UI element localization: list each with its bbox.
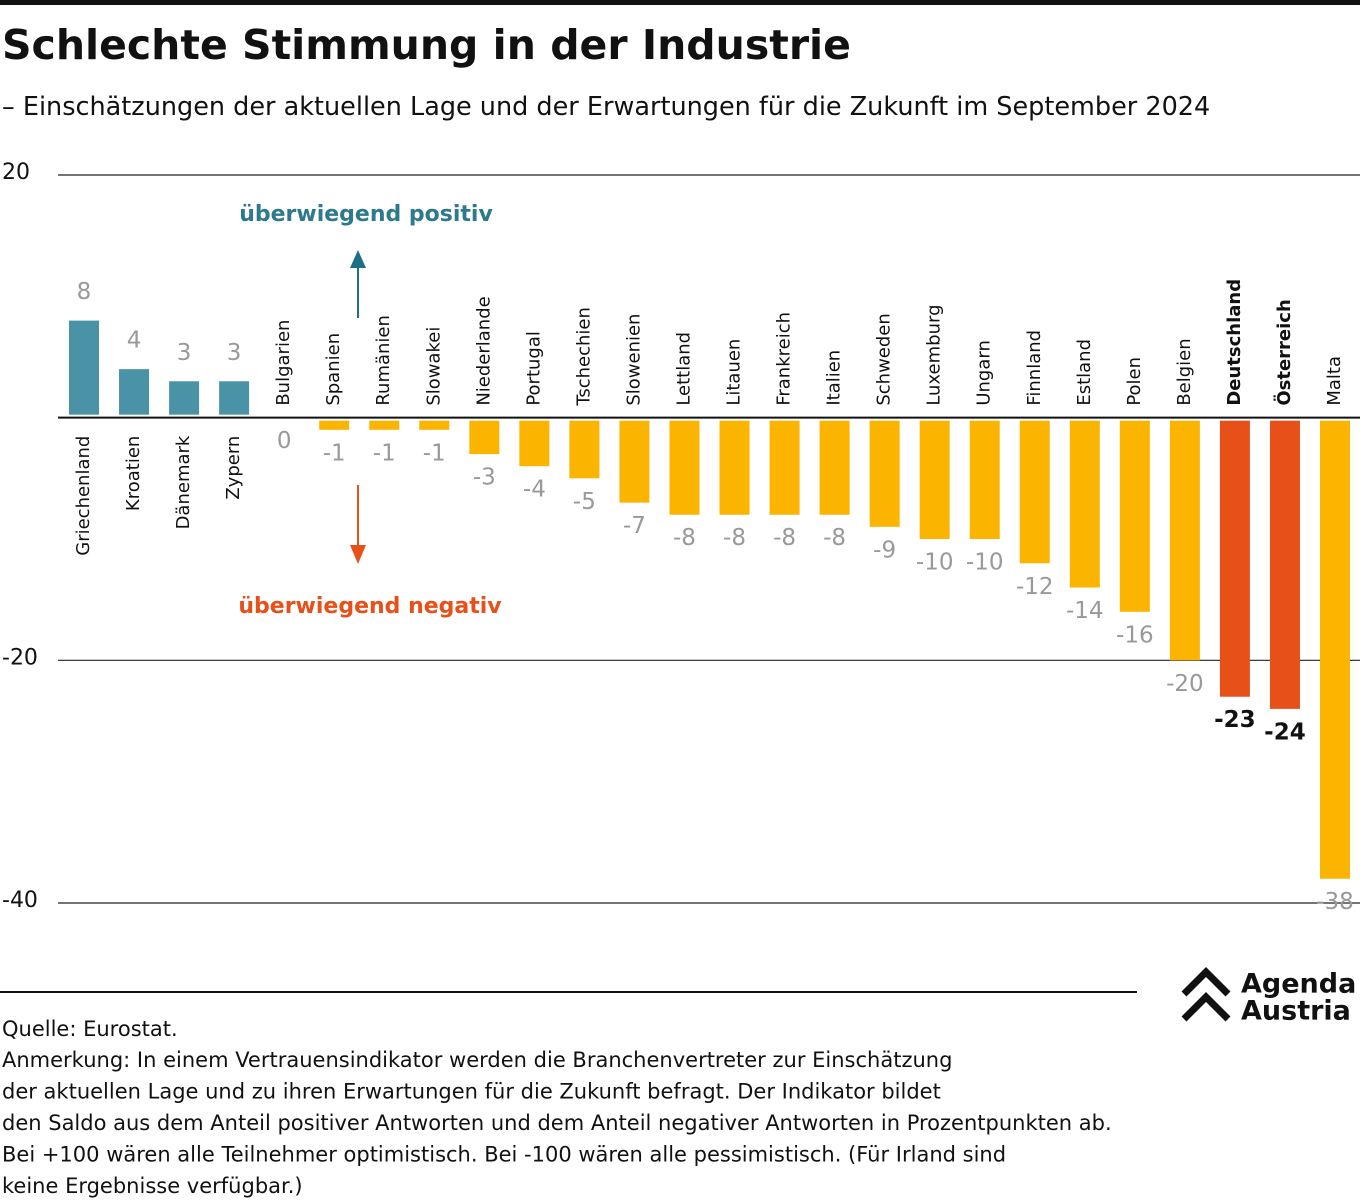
- value-label: -9: [873, 537, 896, 563]
- x-tick-label: Ungarn: [974, 340, 995, 406]
- value-label: -3: [473, 465, 496, 491]
- bar: [1320, 420, 1350, 879]
- value-label: -8: [673, 525, 696, 551]
- value-label: -5: [573, 489, 596, 515]
- value-label: -4: [523, 477, 546, 503]
- logo-chevron: [1181, 992, 1231, 1022]
- x-tick-label: Slowenien: [623, 314, 644, 406]
- bar: [469, 420, 500, 455]
- note-line: Bei +100 wären alle Teilnehmer optimisti…: [2, 1143, 1006, 1167]
- bar: [1269, 420, 1300, 709]
- note-line: keine Ergebnisse verfügbar.): [2, 1174, 303, 1198]
- note-line: Anmerkung: In einem Vertrauensindikator …: [2, 1048, 952, 1072]
- x-tick-label: Österreich: [1273, 299, 1295, 405]
- x-tick-label: Deutschland: [1224, 279, 1245, 406]
- value-label: -8: [723, 525, 746, 551]
- value-label: -16: [1116, 622, 1154, 648]
- bar: [319, 420, 350, 430]
- bar: [519, 420, 550, 467]
- x-tick-label: Dänemark: [173, 435, 194, 529]
- value-label: -38: [1316, 889, 1354, 915]
- value-label: 8: [77, 279, 92, 305]
- x-tick-label: Kroatien: [123, 436, 144, 511]
- x-tick-label: Malta: [1324, 356, 1345, 406]
- x-tick-label: Schweden: [874, 313, 895, 405]
- x-tick-label: Polen: [1124, 357, 1145, 406]
- top-rule: [0, 0, 1360, 5]
- x-tick-label: Spanien: [323, 333, 344, 406]
- value-label: -1: [373, 440, 396, 466]
- bar: [569, 420, 600, 479]
- x-tick-label: Belgien: [1174, 338, 1195, 405]
- bar: [619, 420, 650, 503]
- value-label: -24: [1264, 719, 1306, 745]
- value-label: 0: [277, 428, 292, 454]
- annotation-negative: überwiegend negativ: [238, 594, 502, 619]
- value-label: -20: [1166, 671, 1204, 697]
- note-line: der aktuellen Lage und zu ihren Erwartun…: [2, 1080, 941, 1104]
- bar: [119, 369, 150, 415]
- bar: [219, 381, 250, 415]
- bar: [969, 420, 1000, 539]
- bar: [1219, 420, 1250, 697]
- bar: [1019, 420, 1050, 564]
- value-label: -1: [323, 440, 346, 466]
- bar: [419, 420, 450, 430]
- x-tick-label: Portugal: [523, 331, 544, 406]
- x-tick-label: Lettland: [673, 332, 694, 406]
- bar: [919, 420, 950, 539]
- x-tick-label: Litauen: [724, 339, 745, 406]
- bar: [1119, 420, 1150, 612]
- x-tick-label: Bulgarien: [273, 320, 294, 406]
- x-tick-label: Frankreich: [774, 312, 795, 406]
- bar: [769, 420, 800, 515]
- x-tick-label: Finnland: [1024, 330, 1045, 406]
- y-tick-label: -40: [2, 888, 38, 913]
- value-label: -1: [423, 440, 446, 466]
- x-tick-label: Tschechien: [573, 307, 594, 407]
- x-tick-label: Italien: [824, 350, 845, 406]
- bar: [1169, 420, 1200, 661]
- x-tick-label: Griechenland: [73, 436, 94, 556]
- arrow-up-head: [350, 250, 366, 268]
- x-tick-label: Zypern: [223, 436, 244, 500]
- logo-text: Austria: [1241, 996, 1351, 1027]
- value-label: -10: [916, 550, 954, 576]
- logo-text: Agenda: [1241, 969, 1356, 1000]
- x-tick-label: Slowakei: [423, 327, 444, 406]
- bar: [1069, 420, 1100, 588]
- chart-subtitle: – Einschätzungen der aktuellen Lage und …: [2, 92, 1210, 122]
- value-label: 4: [127, 328, 142, 354]
- logo-chevron: [1181, 967, 1231, 997]
- value-label: -14: [1066, 598, 1104, 624]
- value-label: -8: [773, 525, 796, 551]
- x-tick-label: Estland: [1074, 339, 1095, 406]
- logo: Agenda Austria: [1181, 967, 1356, 1027]
- bar: [819, 420, 850, 515]
- value-label: -23: [1214, 707, 1256, 733]
- bar: [169, 381, 200, 415]
- arrow-down-head: [350, 545, 366, 564]
- value-label: -8: [823, 525, 846, 551]
- value-label: -7: [623, 513, 646, 539]
- x-tick-label: Luxemburg: [924, 304, 945, 405]
- bar: [869, 420, 900, 527]
- x-tick-label: Rumänien: [373, 315, 394, 406]
- value-label: 3: [227, 340, 242, 366]
- source: Quelle: Eurostat.: [2, 1017, 178, 1041]
- bar: [719, 420, 750, 515]
- bar: [669, 420, 700, 515]
- bar: [69, 320, 99, 415]
- value-label: -12: [1016, 574, 1054, 600]
- x-tick-label: Niederlande: [473, 296, 494, 405]
- bar: [369, 420, 400, 430]
- note-line: den Saldo aus dem Anteil positiver Antwo…: [2, 1111, 1112, 1135]
- annotation-positive: überwiegend positiv: [239, 202, 493, 227]
- chart-title: Schlechte Stimmung in der Industrie: [2, 21, 851, 69]
- y-tick-label: -20: [2, 645, 38, 670]
- y-tick-label: 20: [2, 160, 30, 185]
- value-label: -10: [966, 550, 1004, 576]
- value-label: 3: [177, 340, 192, 366]
